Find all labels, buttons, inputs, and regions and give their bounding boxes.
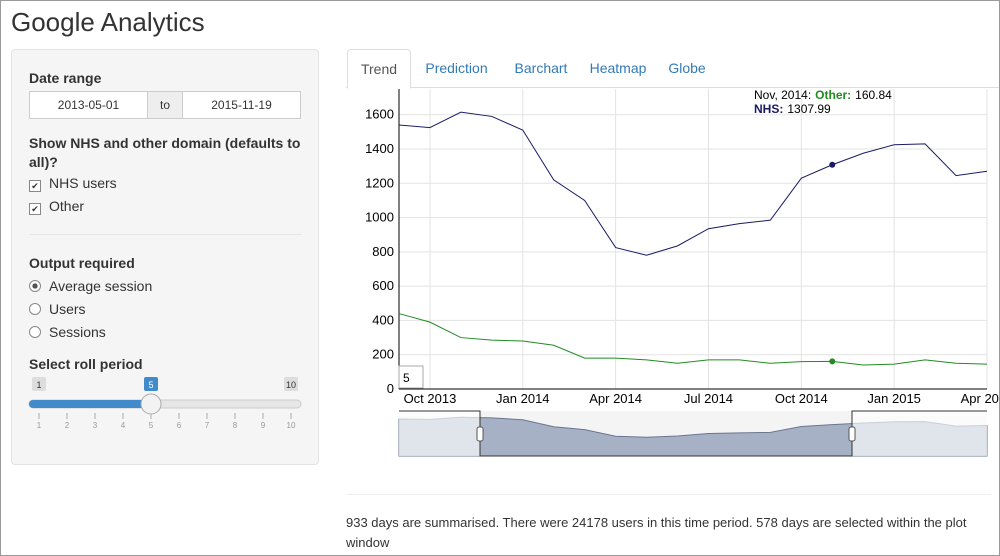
slider-tick-label: 7 [205,421,210,430]
y-tick-label: 1200 [365,175,394,190]
tab[interactable]: Globe [668,60,706,76]
domains-label: Show NHS and other domain (defaults to a… [29,135,301,170]
slider-tick-label: 4 [121,421,126,430]
date-range-label: Date range [29,70,102,86]
slider-max-label: 10 [286,380,296,390]
slider-tick-label: 2 [65,421,70,430]
series-line [398,111,988,256]
roll-input[interactable] [398,365,424,389]
radio[interactable] [29,303,41,315]
checkbox[interactable]: ✔ [29,180,41,192]
radio[interactable] [29,280,41,292]
highlight-point [829,358,836,365]
range-outline [399,410,987,457]
x-tick-label: Jan 2015 [867,391,921,406]
date-end[interactable]: 2015-11-19 [182,91,301,119]
slider-max-badge [284,377,298,391]
radio[interactable] [29,326,41,338]
legend-value: 160.84 [855,88,892,102]
radio-label: Average session [49,278,153,294]
slider-value-badge [144,377,158,391]
date-separator: to [147,91,183,119]
checkbox[interactable]: ✔ [29,203,41,215]
roll-label: Select roll period [29,356,143,372]
tab[interactable]: Trend [347,49,411,89]
x-tick-label: Jul 2014 [684,391,733,406]
range-unselected [852,411,987,456]
checkbox-label: Other [49,198,85,214]
highlight-point [829,161,836,168]
y-tick-label: 800 [372,244,394,259]
checkbox-option[interactable]: ✔ NHS users [29,175,117,192]
radio-option[interactable]: Users [29,301,86,317]
radio-label: Sessions [49,324,106,340]
radio-label: Users [49,301,86,317]
slider-min-label: 1 [36,380,41,390]
series-line [398,313,988,366]
slider-tick-label: 3 [93,421,98,430]
legend-label: NHS: [754,102,783,116]
x-tick-label: Apr 2015 [961,391,999,406]
slider-tick-label: 8 [233,421,238,430]
range-handle[interactable] [848,426,856,442]
checkbox-label: NHS users [49,175,117,191]
slider-handle[interactable] [140,393,162,415]
slider-fill [29,400,151,408]
slider-tick-label: 1 [37,421,42,430]
slider-tick-label: 6 [177,421,182,430]
legend-date: Nov, 2014: [754,88,811,102]
radio-option[interactable]: Average session [29,278,152,294]
y-tick-label: 1400 [365,141,394,156]
output-label: Output required [29,255,135,271]
y-tick-label: 400 [372,312,394,327]
roll-input-value: 5 [403,371,410,385]
x-tick-label: Apr 2014 [589,391,642,406]
slider-tick-label: 10 [287,421,296,430]
y-tick-label: 1000 [365,210,394,225]
radio-option[interactable]: Sessions [29,324,106,340]
y-tick-label: 1600 [365,107,394,122]
legend-line: NHS: 1307.99 [754,102,831,116]
legend-value: 1307.99 [787,102,831,116]
tab[interactable]: Barchart [514,60,568,76]
app-title: Google Analytics [11,7,205,37]
slider-value-label: 5 [148,380,153,390]
range-unselected [399,411,480,456]
slider-min-badge [32,377,46,391]
y-tick-label: 200 [372,347,394,362]
x-tick-label: Oct 2013 [404,391,457,406]
x-tick-label: Jan 2014 [496,391,550,406]
slider-tick-label: 9 [261,421,266,430]
tab[interactable]: Heatmap [589,60,647,76]
range-handle[interactable] [476,426,484,442]
slider-tick-label: 5 [149,421,154,430]
x-tick-label: Oct 2014 [775,391,828,406]
legend-label: Other: [815,88,851,102]
y-tick-label: 0 [387,381,394,396]
y-tick-label: 600 [372,278,394,293]
sidebar: Date range 2013-05-01 to 2015-11-19 Show… [11,49,319,465]
tab[interactable]: Prediction [425,60,488,76]
summary: 933 days are summarised. There were 2417… [346,515,967,550]
legend-line: Nov, 2014: Other: 160.84 [754,88,892,102]
checkbox-option[interactable]: ✔ Other [29,198,84,215]
